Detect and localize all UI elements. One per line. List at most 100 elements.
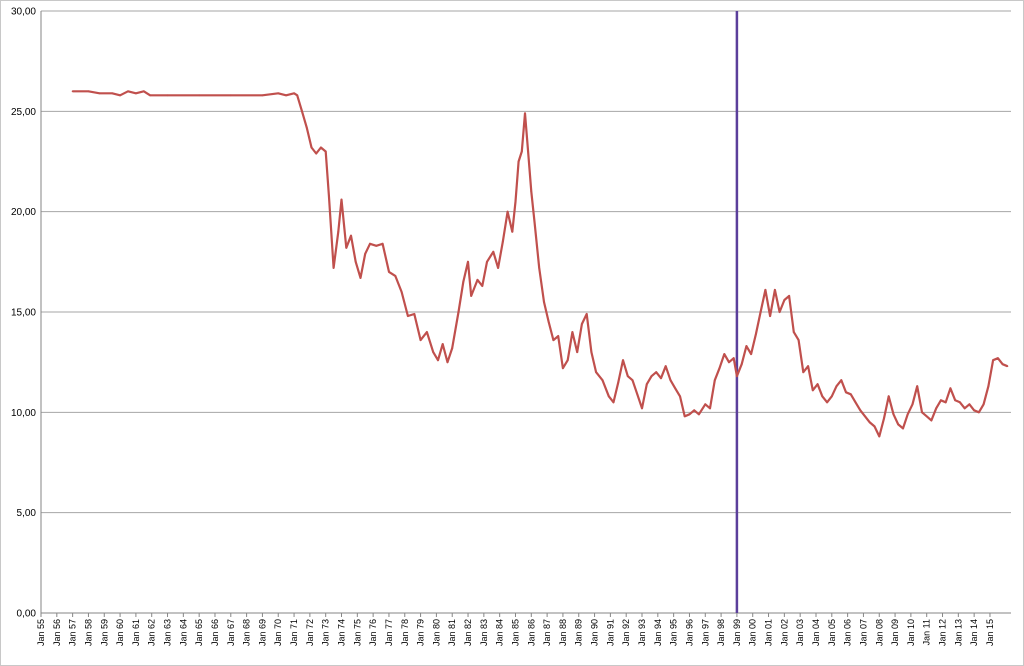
data-point (517, 160, 520, 163)
x-tick-label: Jan 80 (431, 619, 441, 646)
x-tick-label: Jan 94 (653, 619, 663, 646)
x-tick-label: Jan 61 (131, 619, 141, 646)
data-point (669, 379, 672, 382)
y-tick-label: 30,00 (11, 7, 36, 18)
data-point (679, 395, 681, 398)
data-point (873, 425, 876, 428)
data-point (921, 411, 923, 414)
y-tick-label: 10,00 (11, 408, 36, 419)
data-point (816, 383, 819, 386)
x-tick-label: Jan 64 (178, 619, 188, 646)
x-tick-label: Jan 59 (99, 619, 109, 646)
data-point (426, 331, 428, 333)
data-point (963, 407, 966, 410)
data-point (978, 411, 980, 414)
x-tick-label: Jan 11 (922, 619, 932, 645)
data-point (878, 435, 881, 438)
data-point (590, 351, 593, 353)
data-point (688, 413, 691, 416)
data-point (400, 291, 403, 293)
data-point (954, 399, 957, 402)
data-point (345, 246, 348, 249)
data-point (375, 244, 378, 247)
data-point (631, 379, 634, 382)
data-point (595, 371, 597, 374)
data-point (968, 403, 971, 406)
x-tick-label: Jan 78 (400, 619, 410, 646)
data-point (883, 417, 885, 420)
x-tick-label: Jan 85 (510, 619, 520, 646)
data-point (959, 401, 961, 404)
data-point (359, 277, 362, 279)
data-point (501, 240, 504, 243)
x-tick-label: Jan 12 (938, 619, 948, 646)
data-point (982, 403, 985, 406)
x-tick-label: Jan 04 (811, 619, 821, 646)
data-point (764, 289, 767, 291)
data-point (296, 94, 299, 97)
data-point (301, 110, 303, 113)
y-tick-label: 5,00 (17, 508, 37, 519)
series-line (72, 90, 1008, 438)
x-tick-label: Jan 83 (479, 619, 489, 646)
x-tick-label: Jan 84 (495, 619, 505, 646)
data-point (293, 92, 295, 95)
data-point (119, 94, 121, 97)
x-tick-label: Jan 73 (321, 619, 331, 646)
x-tick-label: Jan 99 (732, 619, 742, 646)
x-tick-label: Jan 76 (368, 619, 378, 646)
x-tick-label: Jan 74 (337, 619, 347, 646)
data-point (774, 289, 776, 291)
data-point (897, 423, 900, 426)
x-tick-label: Jan 82 (463, 619, 473, 646)
x-tick-label: Jan 72 (305, 619, 315, 646)
data-point (732, 357, 735, 360)
data-point (581, 323, 583, 325)
data-point (571, 331, 574, 333)
data-point (557, 335, 560, 337)
data-point (826, 401, 828, 404)
data-point (807, 365, 809, 368)
data-point (728, 361, 730, 364)
data-point (437, 359, 439, 362)
x-axis: Jan 55 Jan 56 Jan 57 Jan 58 Jan 59 Jan 60 Jan … (36, 612, 1011, 646)
data-point (622, 359, 624, 362)
gridlines (41, 10, 1011, 514)
data-point (769, 315, 771, 317)
data-point (660, 377, 662, 380)
y-tick-label: 15,00 (11, 308, 36, 319)
x-tick-label: Jan 97 (700, 619, 710, 646)
data-point (859, 409, 862, 412)
data-point (626, 375, 629, 378)
data-point (925, 415, 928, 418)
data-point (992, 359, 994, 362)
x-tick-label: Jan 65 (194, 619, 204, 646)
data-point (612, 401, 615, 404)
x-tick-label: Jan 03 (795, 619, 805, 646)
data-point (759, 311, 762, 313)
y-tick-label: 0,00 (17, 609, 37, 620)
data-point (892, 413, 895, 416)
data-point (783, 299, 786, 301)
data-point (451, 347, 454, 349)
data-point (407, 315, 409, 317)
data-point (441, 343, 444, 345)
data-point (547, 321, 550, 323)
x-tick-label: Jan 60 (115, 619, 125, 646)
data-point (486, 260, 488, 263)
x-tick-label: Jan 75 (352, 619, 362, 646)
x-tick-label: Jan 87 (542, 619, 552, 646)
data-point (987, 385, 990, 388)
data-point (674, 387, 677, 390)
data-point (127, 90, 129, 93)
x-tick-label: Jan 86 (526, 619, 536, 646)
data-point (562, 367, 564, 370)
data-point (337, 230, 340, 233)
data-point (911, 403, 914, 406)
data-point (576, 351, 579, 353)
data-point (538, 267, 541, 269)
data-point (636, 393, 639, 396)
data-point (645, 383, 648, 386)
data-point (778, 311, 781, 313)
